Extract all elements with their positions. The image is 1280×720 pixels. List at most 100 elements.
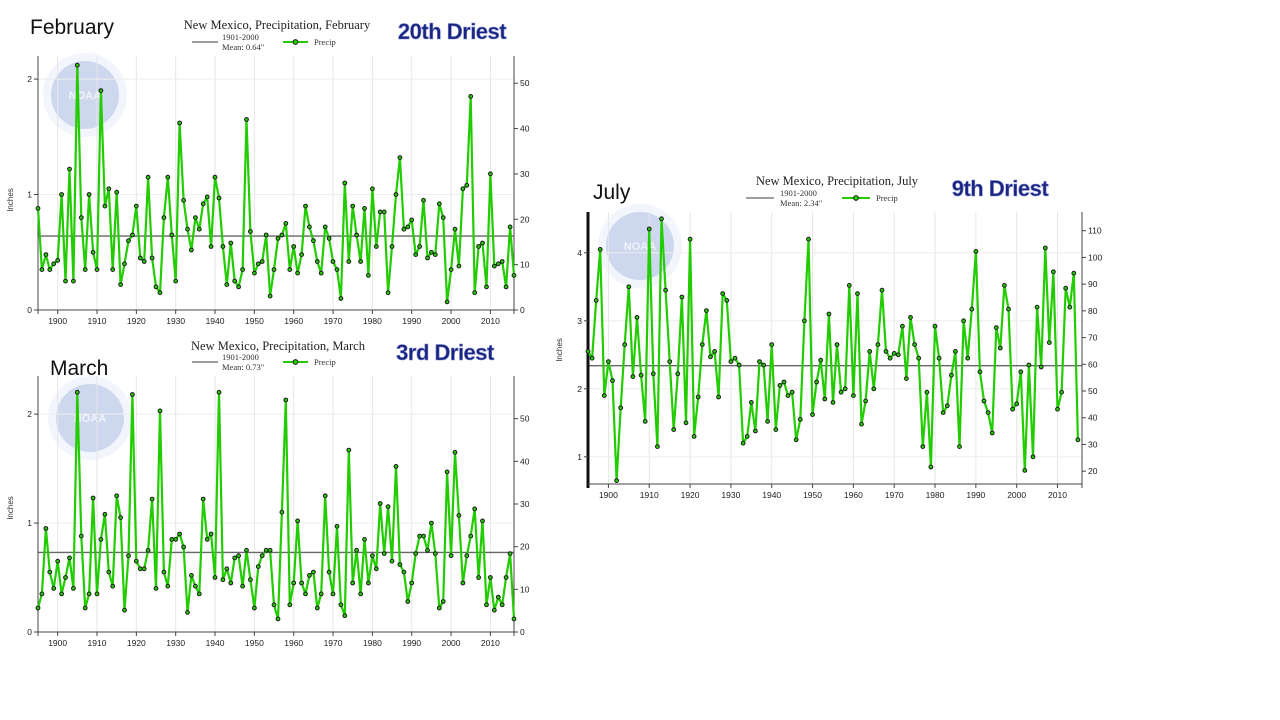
x-tick-label: 2000 — [1007, 490, 1026, 500]
legend-precip-marker — [292, 359, 299, 365]
y2-tick-label: 20 — [520, 214, 530, 224]
data-point — [381, 209, 387, 215]
data-point — [74, 62, 80, 68]
data-point — [744, 434, 750, 439]
x-tick-label: 2010 — [1048, 490, 1067, 500]
data-point — [503, 575, 509, 580]
data-point — [413, 252, 419, 258]
x-tick-label: 1950 — [803, 490, 822, 500]
data-point — [793, 437, 799, 443]
y2-tick-label: 40 — [520, 456, 530, 466]
data-point — [78, 215, 84, 221]
data-point — [401, 226, 407, 232]
data-point — [720, 291, 726, 296]
data-point — [740, 440, 746, 446]
data-point — [704, 308, 709, 314]
data-point — [468, 533, 474, 539]
data-point — [283, 221, 289, 226]
y2-tick-label: 40 — [520, 124, 530, 134]
data-point — [252, 605, 257, 611]
data-point — [618, 405, 624, 411]
data-point — [90, 495, 96, 501]
data-point — [491, 263, 497, 269]
data-point — [748, 400, 754, 405]
data-point — [110, 267, 116, 273]
data-point — [59, 192, 64, 197]
data-point — [196, 226, 202, 232]
y2-tick-label: 10 — [520, 260, 530, 270]
data-point — [354, 232, 360, 238]
data-point — [236, 284, 242, 290]
data-point — [679, 294, 685, 300]
data-point — [55, 258, 61, 263]
data-point — [307, 573, 312, 578]
slide-label-july: July — [593, 181, 631, 204]
data-point — [114, 189, 120, 195]
data-point — [311, 238, 316, 244]
y2-tick-label: 110 — [1088, 226, 1102, 236]
x-tick-label: 1970 — [885, 490, 904, 500]
y2-tick-label: 40 — [1088, 413, 1098, 423]
data-point — [63, 278, 68, 284]
data-point — [405, 224, 411, 230]
legend-mean-line: 1901-2000 — [222, 32, 259, 42]
x-tick-label: 2000 — [442, 638, 461, 648]
data-point — [82, 267, 88, 273]
data-point — [35, 206, 41, 211]
data-point — [452, 226, 458, 232]
data-point — [287, 267, 293, 273]
data-point — [736, 362, 742, 368]
svg-text:NOAA: NOAA — [624, 241, 656, 253]
precip-series-line — [587, 217, 1079, 482]
data-point — [51, 586, 57, 591]
data-point — [436, 201, 442, 207]
data-point — [291, 580, 297, 586]
x-tick-label: 1950 — [245, 316, 264, 326]
data-point — [232, 278, 238, 284]
data-point — [448, 267, 454, 273]
data-point — [642, 419, 648, 424]
data-point — [86, 192, 92, 197]
data-point — [1010, 406, 1016, 412]
data-point — [78, 533, 84, 539]
data-point — [39, 591, 45, 597]
data-point — [940, 410, 946, 416]
data-point — [318, 591, 324, 597]
data-point — [601, 393, 607, 399]
legend-mean-line: 1901-2000 — [222, 352, 259, 362]
data-point — [94, 591, 100, 597]
data-point — [757, 359, 762, 365]
data-point — [916, 355, 922, 361]
data-point — [307, 224, 312, 230]
data-point — [405, 599, 411, 604]
data-point — [255, 261, 261, 267]
data-point — [421, 197, 426, 203]
y2-tick-label: 0 — [520, 627, 525, 637]
y2-tick-label: 80 — [1088, 306, 1098, 316]
x-tick-label: 1900 — [48, 316, 67, 326]
data-point — [1018, 369, 1024, 375]
data-point — [55, 558, 61, 564]
data-point — [810, 412, 815, 418]
data-point — [1071, 270, 1077, 276]
data-point — [275, 236, 281, 241]
data-point — [385, 290, 391, 296]
x-tick-label: 1900 — [599, 490, 618, 500]
data-point — [133, 558, 139, 564]
data-point — [1059, 389, 1065, 395]
data-point — [228, 240, 234, 246]
data-point — [761, 362, 767, 368]
data-point — [393, 463, 399, 469]
data-point — [417, 244, 423, 249]
data-point — [614, 478, 619, 484]
data-point — [891, 351, 897, 356]
data-point — [295, 518, 301, 524]
data-point — [102, 203, 108, 209]
data-point — [924, 389, 930, 395]
data-point — [456, 513, 462, 518]
data-point — [330, 259, 336, 264]
data-point — [212, 575, 218, 580]
data-point — [953, 349, 958, 354]
data-point — [177, 531, 183, 537]
data-point — [655, 444, 660, 450]
